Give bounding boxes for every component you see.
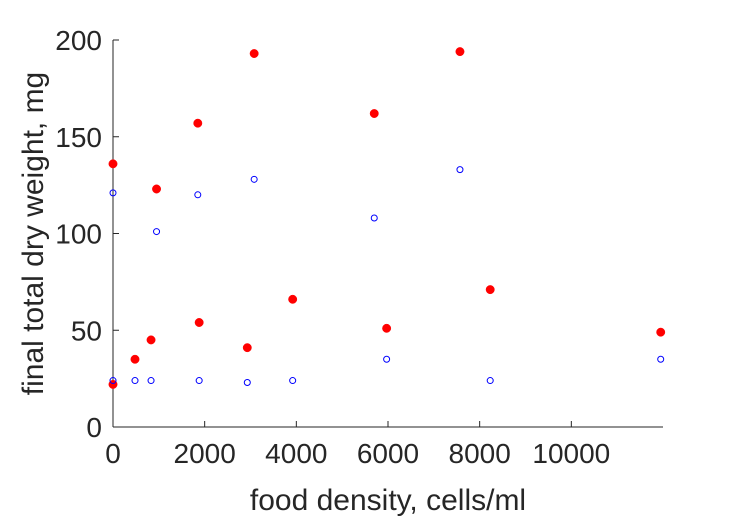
axes <box>112 40 663 428</box>
data-point-filled <box>369 109 379 118</box>
x-tick-label: 2000 <box>174 438 236 469</box>
data-point-open <box>370 214 378 222</box>
data-points <box>108 47 666 389</box>
y-tick-label: 100 <box>55 219 102 250</box>
y-tick-label: 0 <box>86 412 102 443</box>
data-point-open <box>657 355 665 363</box>
data-point-filled <box>108 159 118 169</box>
x-tick-label: 4000 <box>265 438 327 469</box>
data-point-open <box>486 377 494 385</box>
data-point-open <box>109 377 117 385</box>
data-point-open <box>147 377 155 385</box>
data-point-filled <box>242 343 252 353</box>
data-point-open <box>383 355 391 363</box>
data-point-filled <box>485 285 495 295</box>
data-point-filled <box>152 184 161 194</box>
data-point-open <box>131 377 139 385</box>
y-axis-title: final total dry weight, mg <box>17 72 50 395</box>
ticks: 0 2000 4000 6000 8000 10000 0 50 100 150 200 <box>55 25 610 469</box>
y-tick-label: 150 <box>55 122 102 153</box>
y-tick-label: 200 <box>55 25 102 56</box>
data-point-open <box>194 191 202 199</box>
x-tick-label: 0 <box>105 438 121 469</box>
data-point-open <box>456 166 464 174</box>
data-point-open <box>250 175 258 183</box>
y-tick-label: 50 <box>71 315 102 346</box>
x-axis-title: food density, cells/ml <box>250 484 526 517</box>
data-point-filled <box>194 318 204 327</box>
x-tick-label: 6000 <box>357 438 419 469</box>
data-point-open <box>195 377 203 385</box>
data-point-filled <box>193 118 203 128</box>
data-point-filled <box>249 49 259 58</box>
data-point-open <box>243 378 251 386</box>
data-point-filled <box>146 335 156 345</box>
data-point-filled <box>656 327 666 337</box>
x-tick-label: 10000 <box>532 438 610 469</box>
x-tick-label: 8000 <box>449 438 511 469</box>
data-point-filled <box>382 323 392 333</box>
data-point-filled <box>455 47 465 57</box>
data-point-filled <box>288 294 298 304</box>
data-point-open <box>289 377 297 385</box>
data-point-open <box>153 228 161 236</box>
data-point-filled <box>130 354 140 364</box>
data-point-open <box>109 189 117 197</box>
